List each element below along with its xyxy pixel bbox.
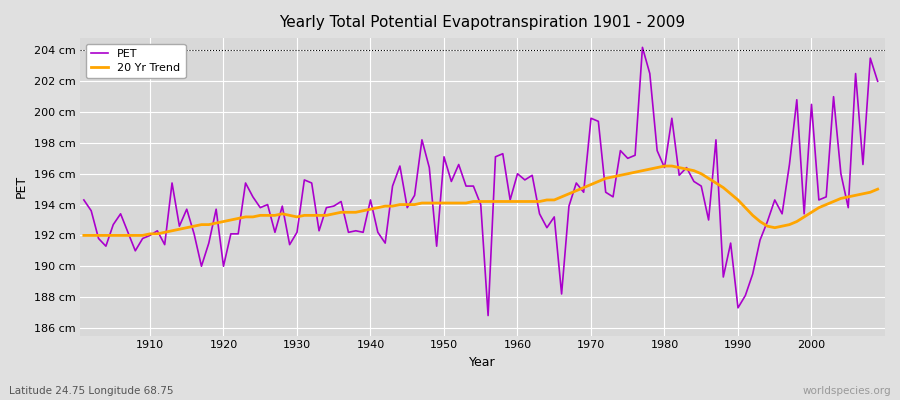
PET <box>872 79 883 84</box>
20 Yr Trend <box>299 213 310 218</box>
PET <box>519 178 530 182</box>
Text: worldspecies.org: worldspecies.org <box>803 386 891 396</box>
PET <box>608 194 618 199</box>
20 Yr Trend <box>872 187 883 192</box>
PET <box>78 198 89 202</box>
20 Yr Trend <box>343 210 354 215</box>
PET <box>512 171 523 176</box>
X-axis label: Year: Year <box>469 356 496 369</box>
Y-axis label: PET: PET <box>15 175 28 198</box>
20 Yr Trend <box>78 233 89 238</box>
Line: PET: PET <box>84 47 878 316</box>
20 Yr Trend <box>659 164 670 168</box>
20 Yr Trend <box>505 199 516 204</box>
Title: Yearly Total Potential Evapotranspiration 1901 - 2009: Yearly Total Potential Evapotranspiratio… <box>280 15 686 30</box>
20 Yr Trend <box>512 199 523 204</box>
20 Yr Trend <box>600 176 611 181</box>
PET <box>637 45 648 50</box>
PET <box>343 230 354 235</box>
PET <box>299 178 310 182</box>
PET <box>137 236 148 241</box>
PET <box>482 313 493 318</box>
Legend: PET, 20 Yr Trend: PET, 20 Yr Trend <box>86 44 185 78</box>
Line: 20 Yr Trend: 20 Yr Trend <box>84 166 878 235</box>
20 Yr Trend <box>137 233 148 238</box>
Text: Latitude 24.75 Longitude 68.75: Latitude 24.75 Longitude 68.75 <box>9 386 174 396</box>
